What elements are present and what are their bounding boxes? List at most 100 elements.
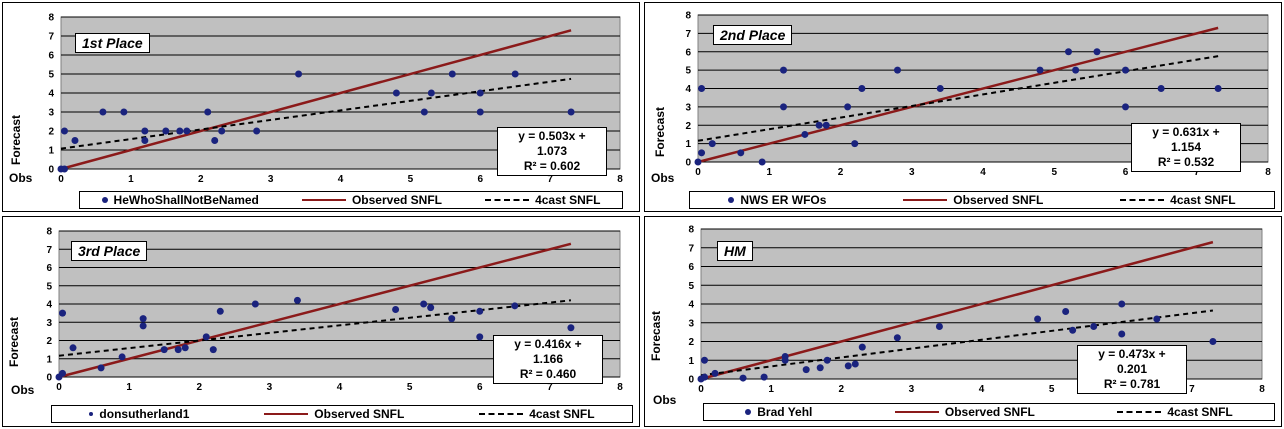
data-point xyxy=(935,323,943,330)
legend-1: HeWhoShallNotBeNamed Observed SNFL 4cast… xyxy=(79,191,623,209)
y-axis-label-2: Forecast xyxy=(653,106,668,158)
legend-marker-observed-2 xyxy=(903,199,948,201)
data-point xyxy=(69,344,77,352)
y-tick-label: 0 xyxy=(688,375,694,386)
y-axis-label-1: Forecast xyxy=(9,114,24,166)
legend-label-trend-3: 4cast SNFL xyxy=(529,407,595,421)
y-axis-label-4: Forecast xyxy=(649,310,664,362)
data-point xyxy=(851,140,859,148)
x-axis-label-4: Obs xyxy=(653,393,677,407)
data-point xyxy=(858,343,866,351)
legend-item-trend-2: 4cast SNFL xyxy=(1120,193,1236,207)
y-tick-label: 2 xyxy=(688,337,694,348)
data-point xyxy=(694,158,702,166)
regression-box-2: y = 0.631x + 1.154 R² = 0.532 xyxy=(1131,123,1241,172)
x-tick-label: 1 xyxy=(766,167,772,178)
y-tick-label: 1 xyxy=(688,356,694,367)
data-point xyxy=(59,309,67,317)
x-tick-label: 2 xyxy=(198,174,204,185)
chart-panel-1: 0 1 2 3 4 5 6 7 8 0 1 2 3 4 5 6 7 8 1st Place y = 0.503x … xyxy=(2,2,640,212)
x-tick-label: 0 xyxy=(56,382,62,393)
data-point xyxy=(511,302,519,310)
legend-marker-observed-4 xyxy=(894,411,939,413)
data-point xyxy=(1122,103,1129,111)
y-tick-label: 4 xyxy=(688,300,694,311)
regression-equation-3: y = 0.416x + 1.166 xyxy=(514,337,582,366)
data-point xyxy=(1118,300,1126,308)
x-tick-label: 1 xyxy=(126,382,132,393)
y-tick-label: 1 xyxy=(685,139,691,150)
x-tick-label: 1 xyxy=(128,174,134,185)
data-point xyxy=(511,70,519,78)
data-point xyxy=(99,108,107,116)
x-tick-label: 8 xyxy=(1265,167,1271,178)
y-tick-label: 2 xyxy=(46,336,52,347)
data-point xyxy=(815,121,823,129)
data-point xyxy=(60,127,68,135)
legend-marker-trend-3 xyxy=(479,413,524,415)
data-point xyxy=(59,369,67,377)
y-tick-label: 3 xyxy=(685,102,691,113)
regression-equation-4: y = 0.473x + 0.201 xyxy=(1098,347,1166,376)
data-point xyxy=(118,353,126,361)
x-tick-label: 2 xyxy=(196,382,202,393)
legend-marker-trend-1 xyxy=(485,199,530,201)
legend-marker-point-1 xyxy=(101,197,108,203)
data-point xyxy=(893,334,901,342)
x-tick-label: 7 xyxy=(1189,384,1195,395)
legend-item-trend-4: 4cast SNFL xyxy=(1117,405,1233,419)
data-point xyxy=(476,307,484,315)
y-tick-label: 6 xyxy=(46,263,52,274)
x-tick-label: 3 xyxy=(267,382,273,393)
forecast-trend-line xyxy=(697,55,1219,142)
data-point xyxy=(701,356,709,364)
data-point xyxy=(392,89,400,97)
y-tick-label: 4 xyxy=(48,89,54,100)
regression-equation-2: y = 0.631x + 1.154 xyxy=(1152,125,1220,154)
legend-item-participant-3: donsutherland1 xyxy=(89,407,189,421)
y-tick-label: 8 xyxy=(685,11,691,22)
data-point xyxy=(780,103,787,111)
data-point xyxy=(739,374,747,382)
chart-panel-3: 0 1 2 3 4 5 6 7 8 0 1 2 3 4 5 6 7 8 3rd Place y = 0.416x … xyxy=(2,216,640,427)
place-title-3: 3rd Place xyxy=(71,241,148,261)
x-tick-label: 0 xyxy=(695,167,701,178)
y-tick-label: 4 xyxy=(46,300,52,311)
place-title-4: HM xyxy=(717,241,753,261)
data-point xyxy=(120,108,128,116)
x-tick-label: 1 xyxy=(768,384,774,395)
data-point xyxy=(183,127,191,135)
regression-box-1: y = 0.503x + 1.073 R² = 0.602 xyxy=(497,127,607,176)
data-point xyxy=(1209,338,1217,345)
observed-snfl-line xyxy=(697,26,1219,164)
data-point xyxy=(476,89,484,97)
regression-box-3: y = 0.416x + 1.166 R² = 0.460 xyxy=(493,335,603,384)
x-tick-label: 5 xyxy=(408,174,414,185)
data-point xyxy=(160,346,168,354)
data-point xyxy=(139,315,147,323)
data-point xyxy=(427,304,435,312)
data-point xyxy=(174,346,182,354)
y-axis-label-3: Forecast xyxy=(7,316,22,368)
data-point xyxy=(181,344,189,352)
data-point xyxy=(823,356,831,364)
forecast-trend-line xyxy=(60,77,572,150)
data-point xyxy=(420,300,428,308)
data-point xyxy=(1090,323,1098,330)
x-tick-label: 6 xyxy=(477,382,483,393)
data-point xyxy=(737,149,745,157)
data-point xyxy=(1034,315,1042,323)
data-point xyxy=(698,149,706,157)
x-axis-label-3: Obs xyxy=(11,383,35,397)
x-tick-label: 3 xyxy=(909,384,915,395)
data-point xyxy=(253,127,261,135)
legend-item-trend-1: 4cast SNFL xyxy=(485,193,600,207)
legend-label-participant-2: NWS ER WFOs xyxy=(740,193,827,207)
legend-label-participant-1: HeWhoShallNotBeNamed xyxy=(113,193,259,207)
x-tick-label: 6 xyxy=(1123,167,1129,178)
y-tick-label: 6 xyxy=(48,51,54,62)
legend-2: NWS ER WFOs Observed SNFL 4cast SNFL xyxy=(689,191,1275,209)
data-point xyxy=(1093,48,1101,56)
data-point xyxy=(71,137,79,144)
